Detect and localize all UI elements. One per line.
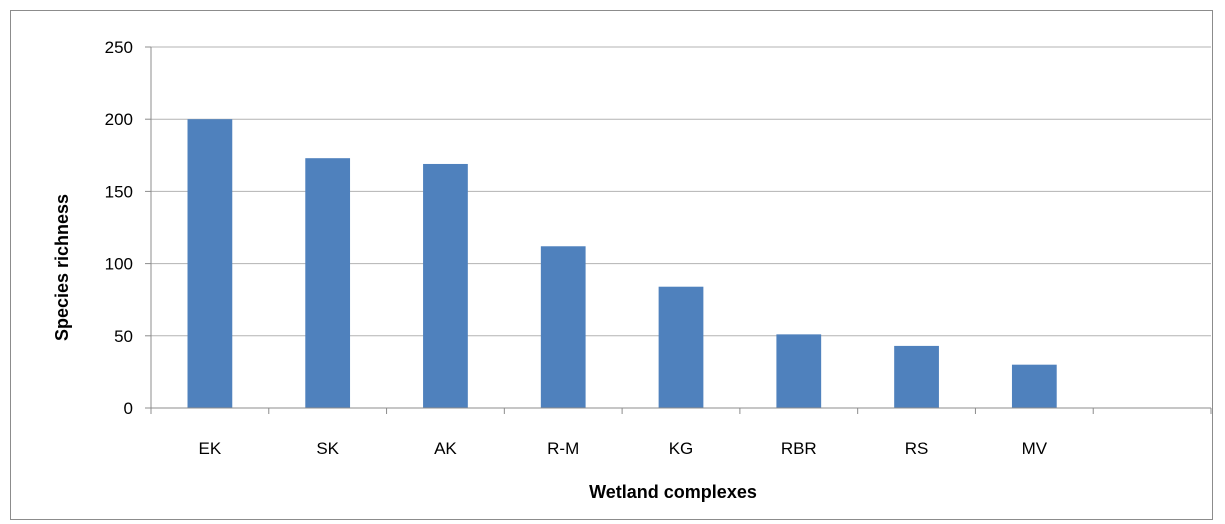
y-tick-label: 50 (114, 327, 133, 346)
x-tick-label: RS (905, 439, 929, 458)
bar-sk (305, 158, 351, 408)
bar-rs (894, 345, 939, 408)
bars (187, 119, 1057, 408)
bar-kg (658, 286, 704, 408)
y-tick-label: 250 (105, 38, 133, 57)
chart-frame: 0 50 100 150 200 250 EK SK AK R-M KG RBR RS MV Wetla… (10, 10, 1213, 520)
y-tick-label: 200 (105, 110, 133, 129)
x-tick-label: EK (199, 439, 222, 458)
x-tick-label: RBR (781, 439, 817, 458)
y-tick-labels: 0 50 100 150 200 250 (105, 38, 133, 418)
axes (145, 46, 1212, 414)
x-tick-label: MV (1022, 439, 1048, 458)
x-tick-label: KG (669, 439, 694, 458)
bar-ak (423, 163, 468, 408)
y-tick-label: 0 (124, 399, 133, 418)
bar-rbr (776, 334, 822, 408)
x-tick-label: SK (316, 439, 339, 458)
x-tick-label: R-M (547, 439, 579, 458)
bar-chart: 0 50 100 150 200 250 EK SK AK R-M KG RBR RS MV Wetla… (52, 38, 1212, 502)
x-axis-title: Wetland complexes (589, 482, 757, 502)
y-tick-label: 150 (105, 182, 133, 201)
bar-mv (1011, 364, 1057, 408)
x-tick-labels: EK SK AK R-M KG RBR RS MV (199, 439, 1048, 458)
bar-ek (187, 119, 233, 408)
y-tick-label: 100 (105, 255, 133, 274)
y-axis-title: Species richness (52, 194, 72, 341)
bar-r-m (540, 246, 586, 408)
x-tick-label: AK (434, 439, 457, 458)
